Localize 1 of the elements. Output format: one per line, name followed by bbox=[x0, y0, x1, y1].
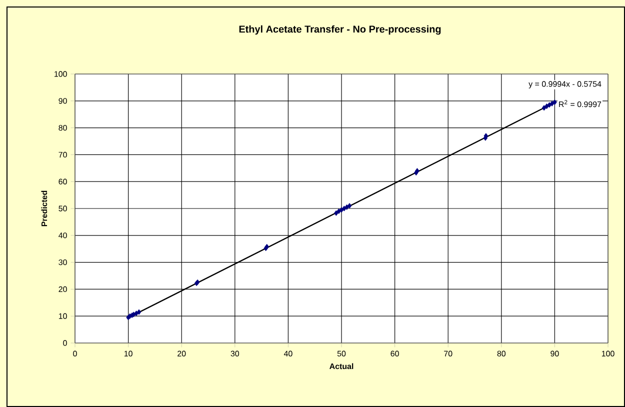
chart-title: Ethyl Acetate Transfer - No Pre-processing bbox=[239, 25, 441, 35]
